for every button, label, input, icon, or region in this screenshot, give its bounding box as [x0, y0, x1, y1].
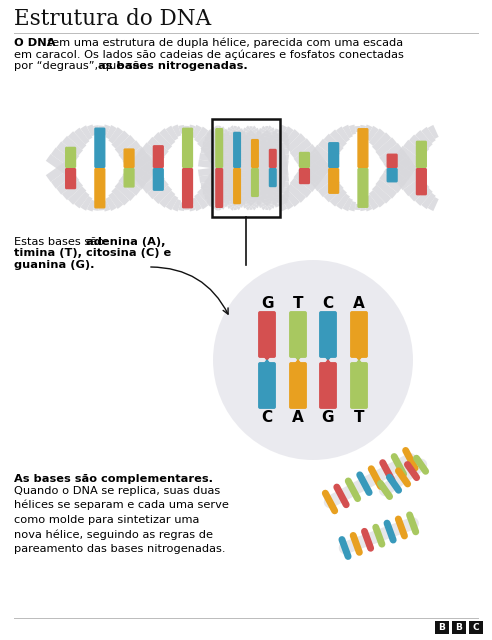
Text: C: C — [322, 296, 334, 310]
FancyBboxPatch shape — [417, 169, 426, 195]
Text: T: T — [293, 296, 303, 310]
FancyBboxPatch shape — [270, 129, 280, 167]
FancyBboxPatch shape — [234, 132, 241, 167]
FancyBboxPatch shape — [154, 169, 163, 190]
Text: B: B — [438, 623, 445, 632]
FancyBboxPatch shape — [320, 312, 336, 357]
FancyBboxPatch shape — [300, 169, 309, 184]
Text: C: C — [261, 410, 273, 424]
Text: A: A — [292, 410, 304, 424]
Bar — [452, 621, 466, 634]
Bar — [212, 119, 280, 217]
FancyBboxPatch shape — [251, 169, 258, 196]
Text: Estas bases são:: Estas bases são: — [14, 237, 112, 247]
FancyBboxPatch shape — [358, 129, 368, 167]
Text: em caracol. Os lados são cadeias de açúcares e fosfatos conectadas: em caracol. Os lados são cadeias de açúc… — [14, 49, 404, 60]
Polygon shape — [321, 360, 335, 369]
FancyBboxPatch shape — [290, 312, 306, 357]
FancyBboxPatch shape — [270, 150, 276, 167]
FancyBboxPatch shape — [216, 129, 222, 167]
FancyBboxPatch shape — [212, 151, 222, 167]
FancyBboxPatch shape — [234, 169, 241, 204]
Bar — [212, 119, 280, 217]
FancyBboxPatch shape — [290, 363, 306, 408]
Text: C: C — [473, 623, 479, 632]
FancyBboxPatch shape — [329, 169, 338, 193]
Text: por “degraus”, que são: por “degraus”, que são — [14, 61, 150, 71]
Bar — [435, 621, 449, 634]
FancyBboxPatch shape — [95, 128, 105, 167]
FancyBboxPatch shape — [212, 169, 222, 185]
Polygon shape — [352, 360, 366, 369]
FancyBboxPatch shape — [241, 144, 251, 167]
FancyBboxPatch shape — [329, 143, 338, 167]
FancyBboxPatch shape — [124, 149, 134, 167]
FancyBboxPatch shape — [351, 312, 367, 357]
Circle shape — [213, 260, 413, 460]
FancyBboxPatch shape — [387, 154, 397, 167]
FancyBboxPatch shape — [241, 169, 251, 192]
Polygon shape — [260, 351, 274, 360]
Text: T: T — [354, 410, 364, 424]
Text: A: A — [353, 296, 365, 310]
FancyBboxPatch shape — [124, 169, 134, 187]
FancyBboxPatch shape — [216, 169, 222, 207]
Text: as bases nitrogenadas.: as bases nitrogenadas. — [98, 61, 248, 71]
FancyBboxPatch shape — [270, 169, 280, 207]
Text: B: B — [456, 623, 462, 632]
FancyBboxPatch shape — [351, 363, 367, 408]
FancyBboxPatch shape — [95, 169, 105, 208]
Bar — [469, 621, 483, 634]
FancyBboxPatch shape — [66, 169, 75, 189]
Text: G: G — [322, 410, 334, 424]
Text: As bases são complementares.: As bases são complementares. — [14, 474, 213, 484]
FancyBboxPatch shape — [300, 152, 309, 167]
FancyBboxPatch shape — [358, 169, 368, 207]
Text: adenina (A),: adenina (A), — [86, 237, 165, 247]
FancyBboxPatch shape — [183, 169, 192, 208]
Polygon shape — [352, 351, 366, 360]
Text: Estrutura do DNA: Estrutura do DNA — [14, 8, 211, 30]
FancyBboxPatch shape — [320, 363, 336, 408]
Text: tem uma estrutura de dupla hélice, parecida com uma escada: tem uma estrutura de dupla hélice, parec… — [44, 38, 403, 49]
FancyBboxPatch shape — [270, 169, 276, 186]
Polygon shape — [260, 360, 274, 369]
Text: Quando o DNA se replica, suas duas
hélices se separam e cada uma serve
como mold: Quando o DNA se replica, suas duas hélic… — [14, 486, 229, 554]
Text: G: G — [261, 296, 273, 310]
Polygon shape — [291, 351, 305, 360]
Bar — [212, 119, 280, 217]
FancyBboxPatch shape — [387, 169, 397, 182]
FancyBboxPatch shape — [154, 146, 163, 167]
Text: O DNA: O DNA — [14, 38, 56, 48]
FancyBboxPatch shape — [66, 147, 75, 167]
FancyBboxPatch shape — [417, 141, 426, 167]
FancyBboxPatch shape — [259, 363, 275, 408]
Polygon shape — [291, 360, 305, 369]
Polygon shape — [321, 351, 335, 360]
Text: timina (T), citosina (C) e: timina (T), citosina (C) e — [14, 248, 171, 259]
FancyBboxPatch shape — [183, 128, 192, 167]
Text: guanina (G).: guanina (G). — [14, 260, 94, 270]
FancyBboxPatch shape — [259, 312, 275, 357]
FancyBboxPatch shape — [251, 140, 258, 167]
